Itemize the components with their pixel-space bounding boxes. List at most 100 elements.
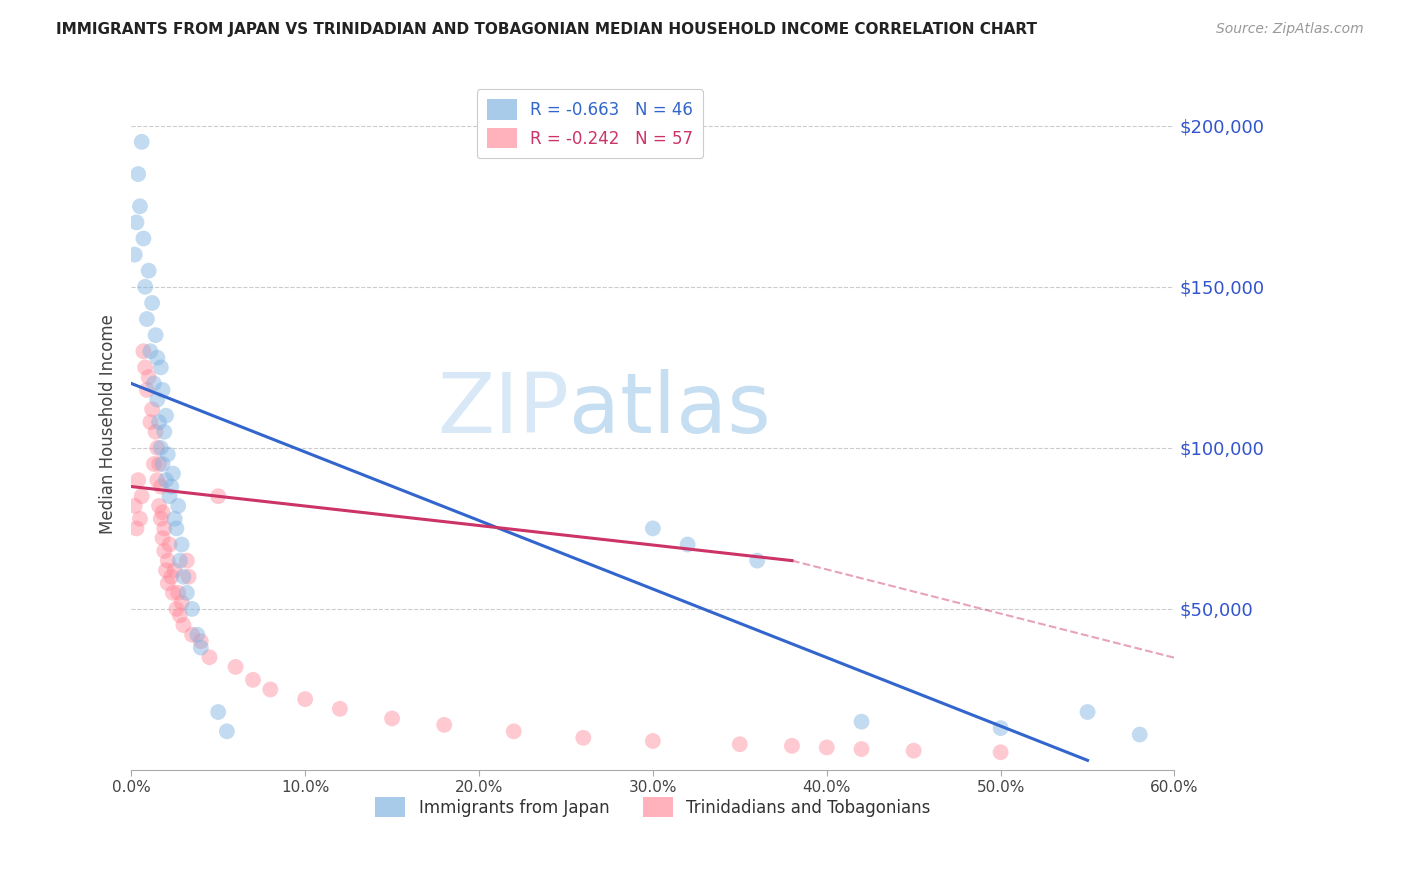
Point xyxy=(155,563,177,577)
Point xyxy=(152,531,174,545)
Point xyxy=(148,499,170,513)
Point xyxy=(169,608,191,623)
Point xyxy=(141,296,163,310)
Point xyxy=(135,312,157,326)
Point xyxy=(990,721,1012,735)
Point xyxy=(156,447,179,461)
Point xyxy=(676,537,699,551)
Point xyxy=(190,634,212,648)
Point xyxy=(124,499,146,513)
Point xyxy=(259,682,281,697)
Point xyxy=(177,570,200,584)
Text: ZIP: ZIP xyxy=(437,369,569,450)
Point xyxy=(242,673,264,687)
Point xyxy=(155,409,177,423)
Point xyxy=(127,167,149,181)
Point xyxy=(145,328,167,343)
Y-axis label: Median Household Income: Median Household Income xyxy=(100,314,117,533)
Point xyxy=(129,512,152,526)
Point xyxy=(149,441,172,455)
Point xyxy=(170,595,193,609)
Point xyxy=(572,731,595,745)
Point xyxy=(166,521,188,535)
Point xyxy=(159,537,181,551)
Point xyxy=(163,563,186,577)
Point xyxy=(851,714,873,729)
Point xyxy=(156,553,179,567)
Point xyxy=(142,457,165,471)
Point xyxy=(152,505,174,519)
Point xyxy=(149,360,172,375)
Point xyxy=(148,415,170,429)
Point xyxy=(207,705,229,719)
Point xyxy=(131,135,153,149)
Point xyxy=(815,740,838,755)
Point xyxy=(851,742,873,756)
Point xyxy=(159,489,181,503)
Point xyxy=(146,441,169,455)
Point xyxy=(190,640,212,655)
Text: Source: ZipAtlas.com: Source: ZipAtlas.com xyxy=(1216,22,1364,37)
Point xyxy=(134,360,156,375)
Point xyxy=(160,570,183,584)
Point xyxy=(131,489,153,503)
Point xyxy=(747,553,769,567)
Point xyxy=(990,745,1012,759)
Text: IMMIGRANTS FROM JAPAN VS TRINIDADIAN AND TOBAGONIAN MEDIAN HOUSEHOLD INCOME CORR: IMMIGRANTS FROM JAPAN VS TRINIDADIAN AND… xyxy=(56,22,1038,37)
Point xyxy=(124,247,146,261)
Point xyxy=(153,521,176,535)
Point xyxy=(167,586,190,600)
Point xyxy=(146,392,169,407)
Point xyxy=(780,739,803,753)
Point xyxy=(132,344,155,359)
Point xyxy=(125,521,148,535)
Point xyxy=(176,553,198,567)
Point xyxy=(148,457,170,471)
Point xyxy=(433,718,456,732)
Point xyxy=(294,692,316,706)
Point xyxy=(146,473,169,487)
Point xyxy=(502,724,524,739)
Text: atlas: atlas xyxy=(569,369,770,450)
Point xyxy=(170,537,193,551)
Point xyxy=(381,711,404,725)
Point xyxy=(176,586,198,600)
Legend: Immigrants from Japan, Trinidadians and Tobagonians: Immigrants from Japan, Trinidadians and … xyxy=(368,790,936,824)
Point xyxy=(145,425,167,439)
Point xyxy=(153,544,176,558)
Point xyxy=(162,467,184,481)
Point xyxy=(207,489,229,503)
Point xyxy=(125,215,148,229)
Point xyxy=(167,499,190,513)
Point xyxy=(163,512,186,526)
Point xyxy=(149,512,172,526)
Point xyxy=(139,344,162,359)
Point xyxy=(141,402,163,417)
Point xyxy=(215,724,238,739)
Point xyxy=(225,660,247,674)
Point xyxy=(155,473,177,487)
Point xyxy=(135,383,157,397)
Point xyxy=(160,479,183,493)
Point xyxy=(169,553,191,567)
Point xyxy=(129,199,152,213)
Point xyxy=(181,628,204,642)
Point xyxy=(1076,705,1098,719)
Point xyxy=(198,650,221,665)
Point xyxy=(641,521,664,535)
Point xyxy=(162,586,184,600)
Point xyxy=(1129,728,1152,742)
Point xyxy=(138,370,160,384)
Point xyxy=(127,473,149,487)
Point xyxy=(139,415,162,429)
Point xyxy=(149,479,172,493)
Point xyxy=(152,457,174,471)
Point xyxy=(903,744,925,758)
Point xyxy=(166,602,188,616)
Point xyxy=(146,351,169,365)
Point xyxy=(138,263,160,277)
Point xyxy=(329,702,352,716)
Point xyxy=(181,602,204,616)
Point xyxy=(132,231,155,245)
Point xyxy=(172,618,194,632)
